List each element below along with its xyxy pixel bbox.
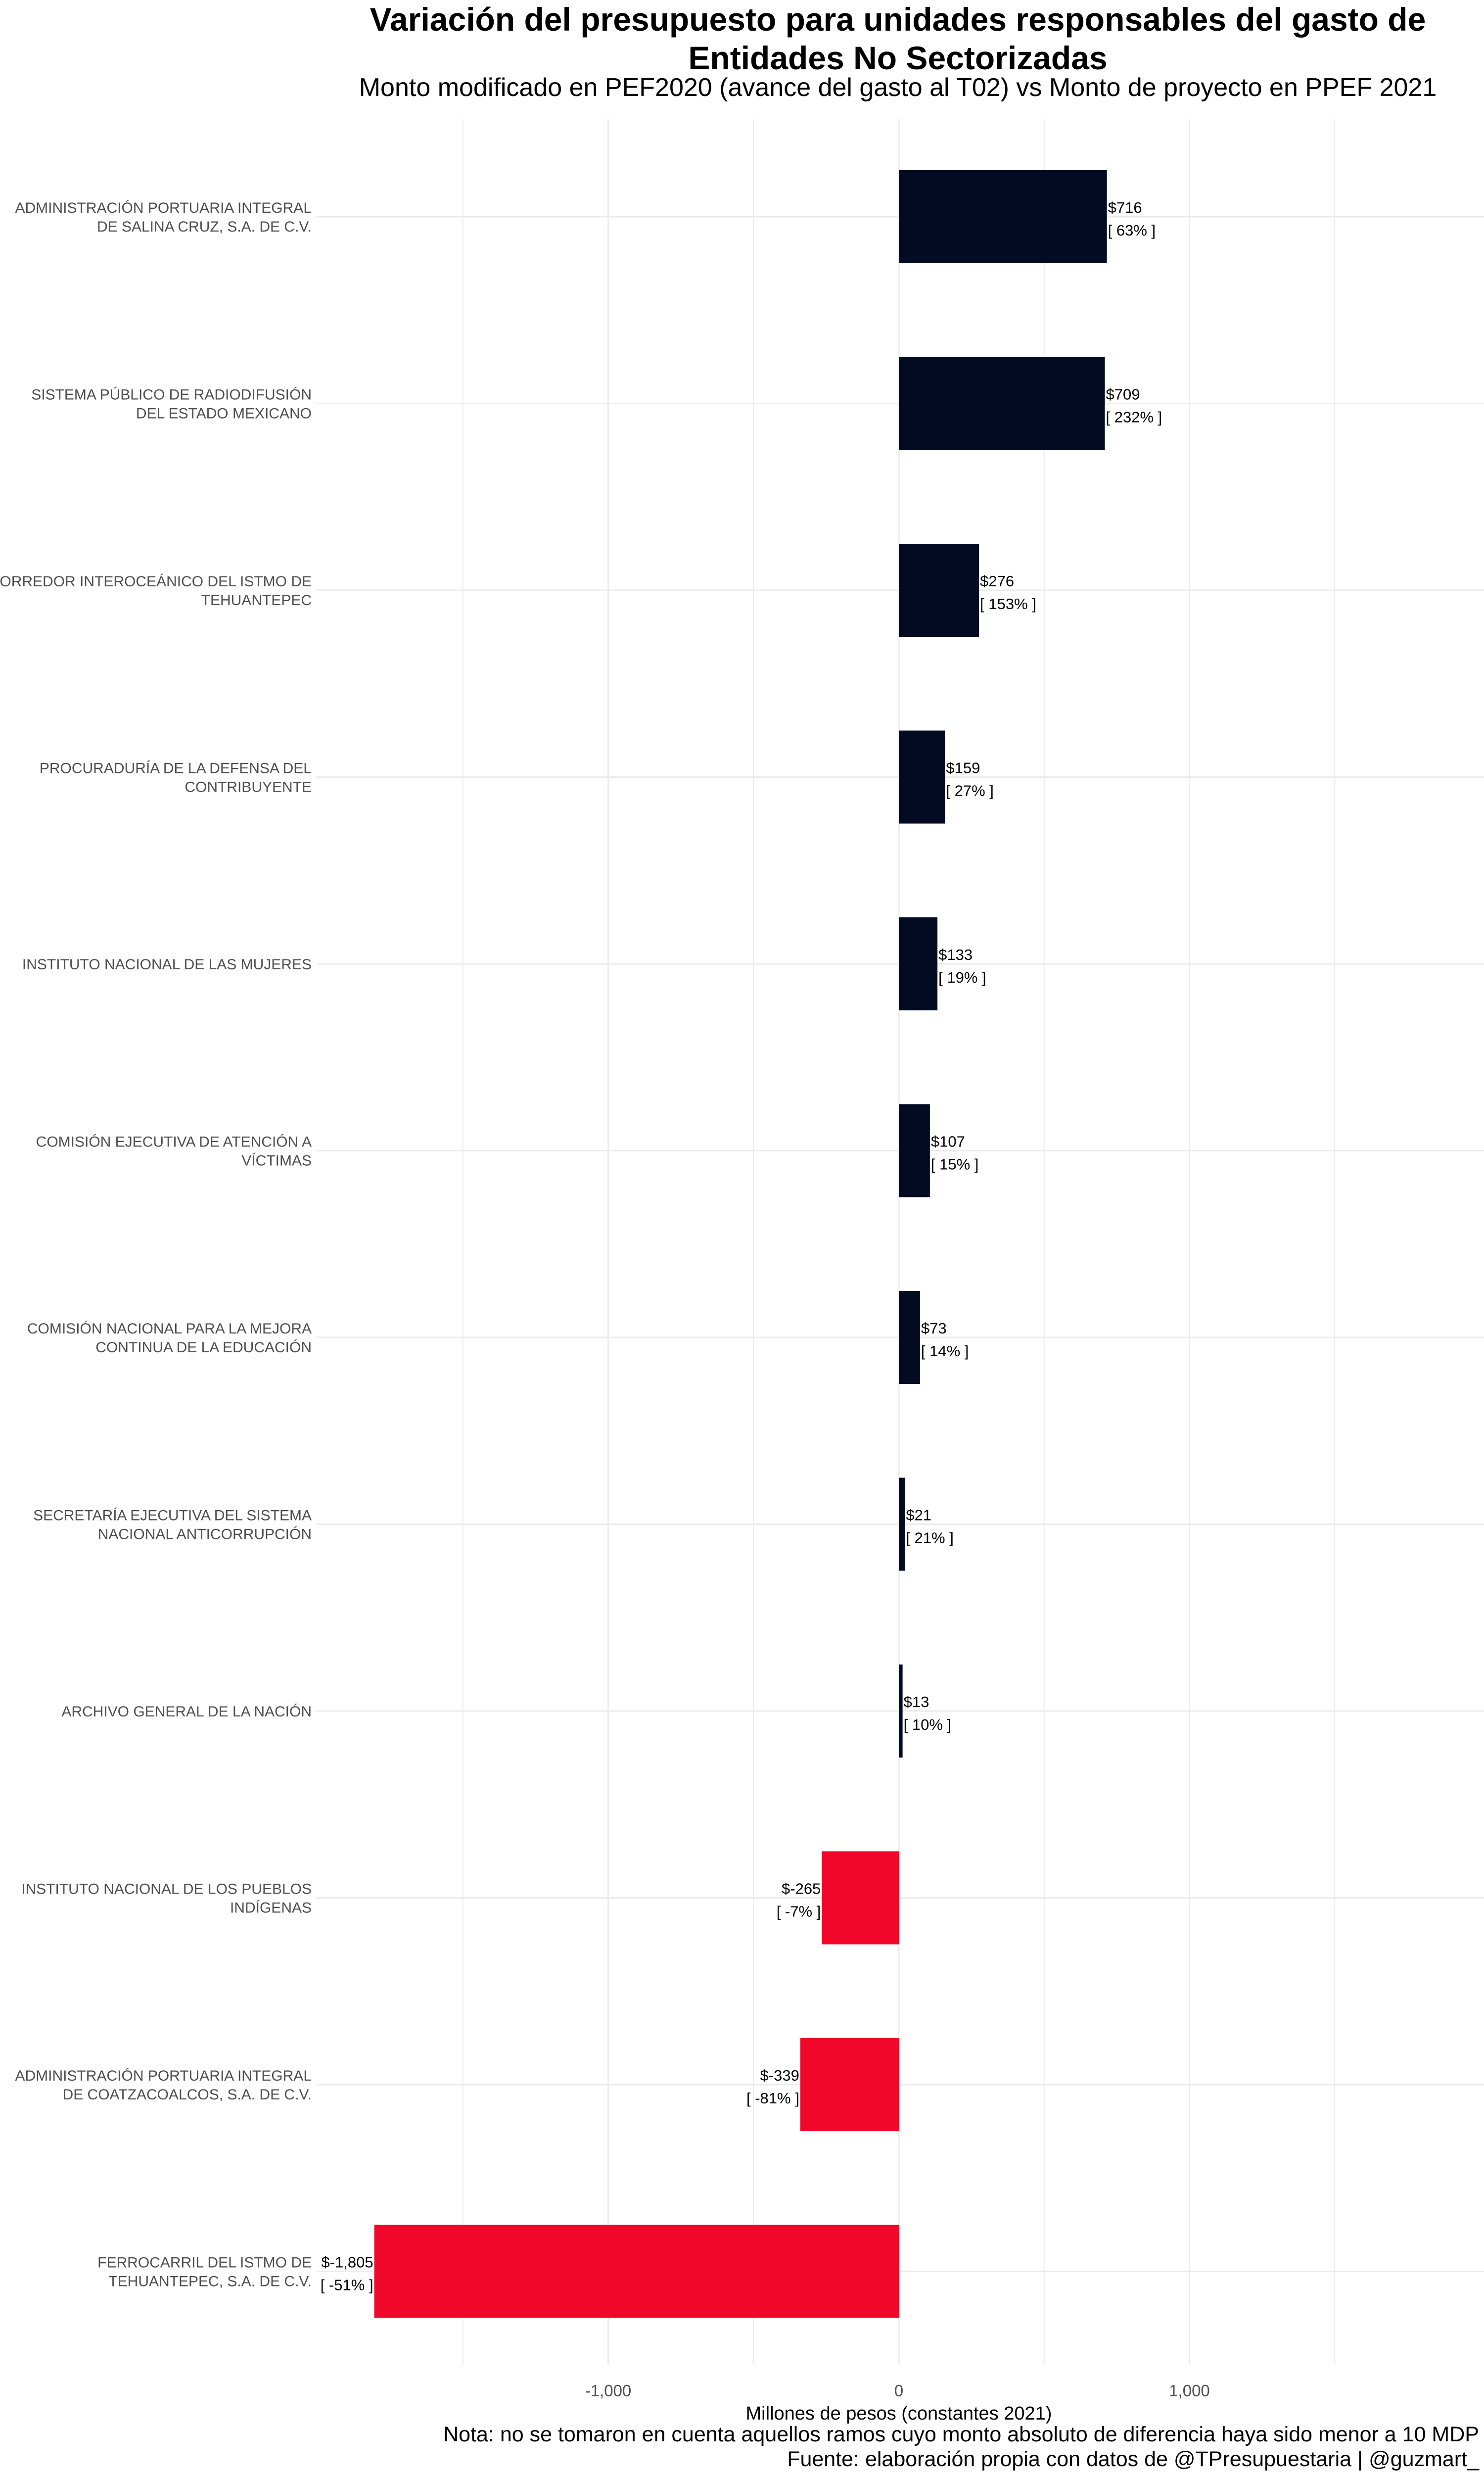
x-tick-labels-layer: -1,000 0 1,000 xyxy=(585,2381,1210,2400)
category-label: DE COATZACOALCOS, S.A. DE C.V. xyxy=(63,2087,312,2103)
data-label-value: $133 xyxy=(938,946,973,963)
data-label-value: $-1,805 xyxy=(321,2254,373,2271)
source-credit: Fuente: elaboración propia con datos de … xyxy=(787,2447,1479,2471)
category-label: INSTITUTO NACIONAL DE LAS MUJERES xyxy=(22,956,312,973)
chart-subtitle: Monto modificado en PEF2020 (avance del … xyxy=(359,73,1437,102)
data-label-percent: [ 15% ] xyxy=(931,1156,979,1173)
x-axis-title: Millones de pesos (constantes 2021) xyxy=(746,2403,1052,2424)
data-label-value: $709 xyxy=(1106,386,1140,403)
category-label: CONTRIBUYENTE xyxy=(185,779,312,796)
bar xyxy=(899,357,1105,450)
data-label-percent: [ 14% ] xyxy=(921,1342,969,1360)
category-label: ADMINISTRACIÓN PORTUARIA INTEGRAL xyxy=(15,2068,312,2084)
data-label-percent: [ 153% ] xyxy=(980,595,1036,613)
chart-title-line-1: Variación del presupuesto para unidades … xyxy=(370,1,1426,38)
data-label-value: $-339 xyxy=(760,2067,799,2084)
data-label-percent: [ 27% ] xyxy=(946,782,994,800)
category-label: PROCURADURÍA DE LA DEFENSA DEL xyxy=(40,761,312,777)
data-label-percent: [ 21% ] xyxy=(906,1529,954,1547)
data-label-percent: [ -7% ] xyxy=(777,1903,821,1920)
bar xyxy=(899,1291,920,1384)
data-label-percent: [ 232% ] xyxy=(1106,409,1162,426)
bar xyxy=(899,1665,903,1758)
data-label-percent: [ -51% ] xyxy=(321,2277,373,2294)
bar xyxy=(899,730,945,824)
category-label: CORREDOR INTEROCEÁNICO DEL ISTMO DE xyxy=(0,573,312,590)
category-label: INSTITUTO NACIONAL DE LOS PUEBLOS xyxy=(21,1881,312,1898)
data-label-percent: [ -81% ] xyxy=(746,2090,799,2107)
bar xyxy=(899,544,979,637)
category-label: DEL ESTADO MEXICANO xyxy=(136,406,312,422)
data-label-percent: [ 63% ] xyxy=(1108,222,1156,239)
data-label-value: $73 xyxy=(921,1320,947,1337)
bar xyxy=(822,1851,899,1945)
category-label: COMISIÓN NACIONAL PARA LA MEJORA xyxy=(27,1321,312,1337)
data-label-percent: [ 19% ] xyxy=(938,969,986,986)
bar xyxy=(899,1104,930,1197)
x-tick-label: 1,000 xyxy=(1169,2381,1210,2400)
bar xyxy=(374,2225,899,2318)
bar xyxy=(899,170,1107,263)
data-label-value: $716 xyxy=(1108,199,1142,216)
category-label: ADMINISTRACIÓN PORTUARIA INTEGRAL xyxy=(15,200,312,216)
bars-layer xyxy=(374,170,1107,2318)
bar xyxy=(800,2038,899,2131)
category-label: COMISIÓN EJECUTIVA DE ATENCIÓN A xyxy=(36,1134,312,1150)
data-label-percent: [ 10% ] xyxy=(904,1716,952,1733)
x-tick-label: -1,000 xyxy=(585,2381,632,2400)
category-label: TEHUANTEPEC xyxy=(201,592,312,609)
data-label-value: $159 xyxy=(946,760,980,777)
category-label: ARCHIVO GENERAL DE LA NACIÓN xyxy=(61,1704,312,1720)
category-label: SISTEMA PÚBLICO DE RADIODIFUSIÓN xyxy=(31,387,312,403)
category-label: DE SALINA CRUZ, S.A. DE C.V. xyxy=(97,219,312,235)
data-label-value: $-265 xyxy=(782,1880,821,1898)
data-label-value: $276 xyxy=(980,572,1014,590)
category-labels-layer: ADMINISTRACIÓN PORTUARIA INTEGRAL DE SALI… xyxy=(0,200,312,2290)
category-label: SECRETARÍA EJECUTIVA DEL SISTEMA xyxy=(33,1508,312,1524)
category-label: VÍCTIMAS xyxy=(241,1153,312,1169)
bar xyxy=(899,1477,905,1571)
chart-title-line-2: Entidades No Sectorizadas xyxy=(688,40,1108,76)
data-labels-layer: $716 [ 63% ] $709 [ 232% ] $276 [ 153% ] $159 [… xyxy=(321,199,1162,2294)
data-label-value: $21 xyxy=(906,1507,931,1524)
x-tick-label: 0 xyxy=(894,2381,903,2400)
bar xyxy=(899,917,938,1010)
footnote: Nota: no se tomaron en cuenta aquellos r… xyxy=(443,2423,1479,2446)
grid-layer xyxy=(317,119,1484,2365)
category-label: NACIONAL ANTICORRUPCIÓN xyxy=(98,1526,312,1543)
category-label: TEHUANTEPEC, S.A. DE C.V. xyxy=(108,2274,312,2290)
category-label: FERROCARRIL DEL ISTMO DE xyxy=(97,2255,312,2271)
data-label-value: $13 xyxy=(904,1693,929,1711)
category-label: INDÍGENAS xyxy=(230,1900,312,1916)
data-label-value: $107 xyxy=(931,1133,965,1150)
chart-title: Variación del presupuesto para unidades … xyxy=(297,0,1484,77)
category-label: CONTINUA DE LA EDUCACIÓN xyxy=(95,1339,312,1356)
